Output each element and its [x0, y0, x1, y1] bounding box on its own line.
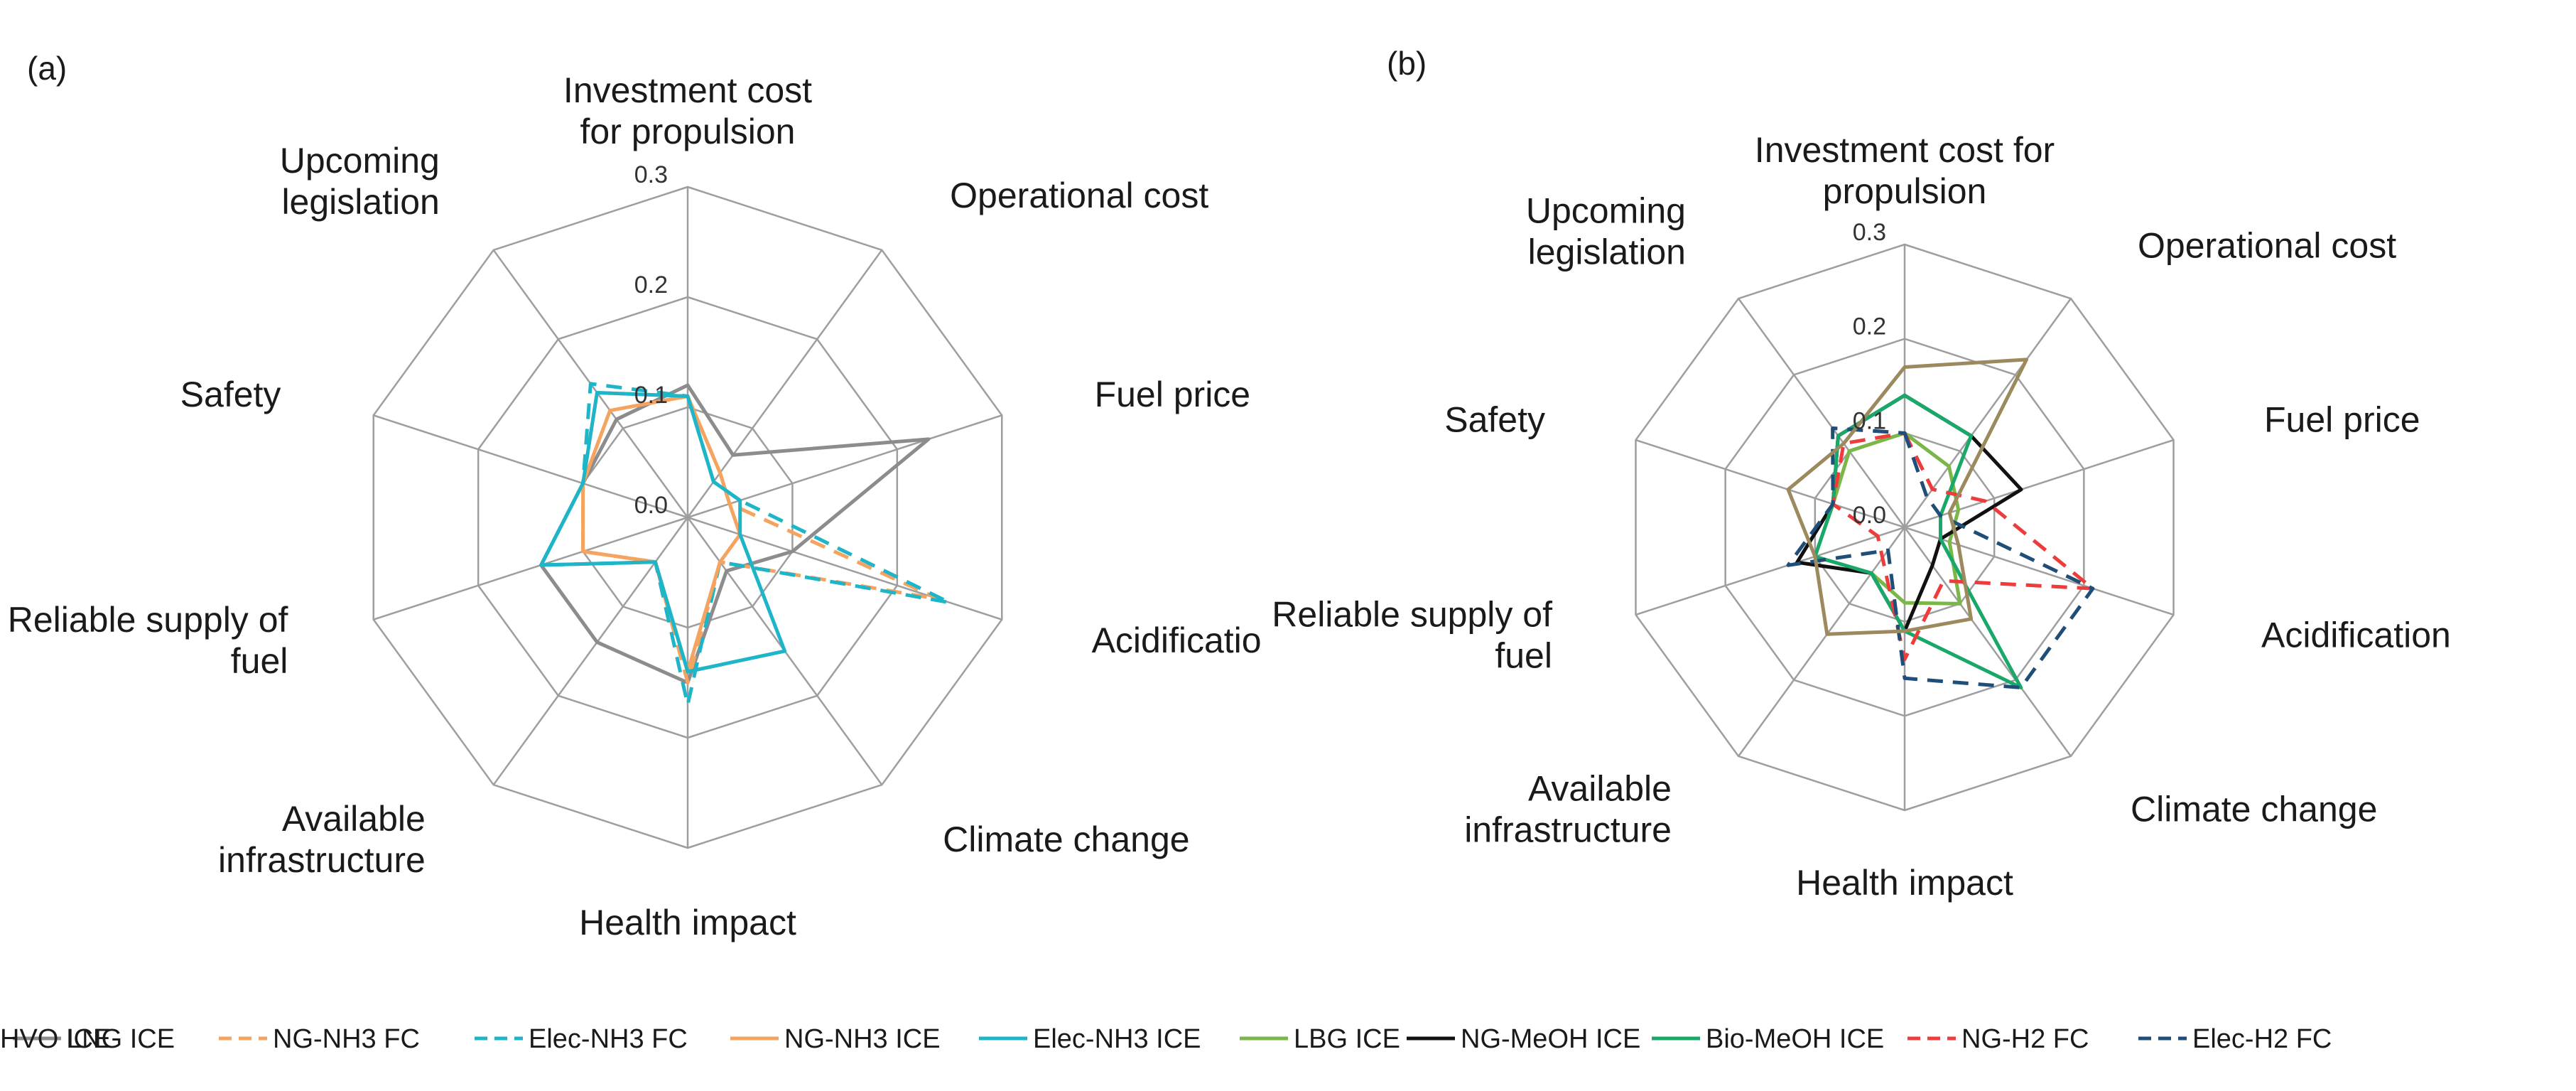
axis-label-health-impact: Health impact [1796, 863, 2013, 903]
legend-label-bio-meoh-ice: Bio-MeOH ICE [1706, 1024, 1884, 1054]
legend-label-elec-h2-fc: Elec-H2 FC [2192, 1024, 2332, 1054]
axis-label-climate-change: Climate change [943, 819, 1189, 859]
series-elec-h2-fc [1786, 426, 2095, 689]
legend-label-elec-nh3-ice: Elec-NH3 ICE [1033, 1024, 1201, 1054]
axis-label-operational-cost: Operational cost [950, 176, 1208, 215]
axis-label-acidification: Acidification [2261, 615, 2451, 655]
axis-label-reliable-supply-of: Reliable supply of [8, 600, 288, 640]
spoke-safety [373, 414, 688, 519]
spoke-fuel-price [687, 414, 1002, 519]
axis-label-infrastructure: infrastructure [218, 840, 426, 880]
legend-label-ng-h2-fc: NG-H2 FC [1961, 1024, 2089, 1054]
series-hvo-ice [1786, 358, 2029, 636]
spoke-safety [1635, 439, 1905, 529]
axis-label-fuel-price: Fuel price [1095, 375, 1251, 414]
legend-a: LNG ICE NG-NH3 FC Elec-NH3 FC NG-NH3 ICE Ele… [13, 1024, 1201, 1054]
spoke-operational-cost [686, 249, 883, 518]
spoke-available-infrastructure [1738, 527, 1906, 757]
axis-label-for-propulsion: for propulsion [580, 112, 796, 151]
axis-label-fuel: fuel [231, 641, 288, 681]
axis-label-upcoming: Upcoming [280, 141, 440, 181]
series-ng-nh3-fc [581, 390, 941, 684]
spoke-available-infrastructure [492, 517, 689, 785]
legend-label-ng-meoh-ice: NG-MeOH ICE [1461, 1024, 1640, 1054]
tick-label: 0.3 [634, 161, 668, 188]
axis-label-reliable-supply-of: Reliable supply of [1272, 594, 1552, 634]
axis-label-fuel: fuel [1495, 635, 1552, 675]
spoke-operational-cost [1903, 298, 2072, 528]
spoke-reliable-supply-of-fuel [1635, 526, 1905, 616]
legend-label-ng-nh3-ice: NG-NH3 ICE [784, 1024, 941, 1054]
axis-label-operational-cost: Operational cost [2138, 226, 2396, 266]
axis-label-upcoming: Upcoming [1526, 191, 1686, 231]
legend-b: LBG ICE NG-MeOH ICE Bio-MeOH ICE NG-H2 FC El… [0, 1024, 2332, 1054]
radar-chart-b: 0.0 0.1 0.2 0.3 Investment cost forpropulsio… [1272, 130, 2451, 903]
spoke-fuel-price [1904, 439, 2174, 529]
legend-label-ng-nh3-fc: NG-NH3 FC [273, 1024, 420, 1054]
axis-label-acidificatio: Acidificatio [1092, 620, 1262, 660]
axis-label-safety: Safety [180, 375, 281, 414]
series-elec-nh3-ice [539, 390, 787, 674]
tick-label: 0.1 [634, 382, 668, 409]
legend-label-elec-nh3-fc: Elec-NH3 FC [529, 1024, 688, 1054]
axis-label-infrastructure: infrastructure [1464, 810, 1672, 849]
axis-label-climate-change: Climate change [2131, 789, 2377, 829]
tick-label: 0.3 [1853, 219, 1886, 246]
axis-label-safety: Safety [1444, 400, 1545, 440]
axis-label-health-impact: Health impact [579, 903, 796, 942]
series-ng-h2-fc [1831, 431, 2095, 662]
panel-label-a: (a) [27, 50, 67, 87]
spoke-reliable-supply-of-fuel [373, 516, 688, 620]
axis-label-fuel-price: Fuel price [2264, 400, 2420, 440]
panel-label-b: (b) [1387, 45, 1427, 82]
tick-label: 0.2 [1853, 313, 1886, 340]
legend-label-lng-ice: LNG ICE [67, 1024, 175, 1054]
axis-label-available: Available [1528, 768, 1672, 808]
axis-label-available: Available [282, 799, 426, 839]
axis-label-propulsion: propulsion [1823, 171, 1987, 211]
legend-label-lbg-ice: LBG ICE [1294, 1024, 1400, 1054]
axis-label-legislation: legislation [1528, 232, 1686, 272]
axis-label-investment-cost: Investment cost [563, 70, 812, 110]
tick-label: 0.0 [1853, 502, 1886, 529]
tick-label: 0.2 [634, 272, 668, 299]
legend-label-hvo-ice: HVO ICE [0, 1024, 111, 1054]
axis-label-legislation: legislation [281, 182, 439, 222]
axis-label-investment-cost-for: Investment cost for [1755, 130, 2055, 170]
tick-label: 0.1 [1853, 407, 1886, 434]
spoke-upcoming-legislation [1738, 298, 1906, 528]
tick-label: 0.0 [634, 492, 668, 519]
